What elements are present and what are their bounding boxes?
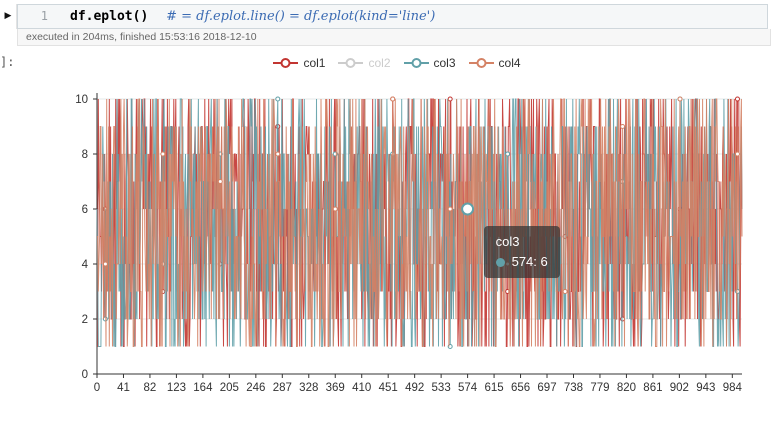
x-tick-label: 943 [696, 382, 715, 394]
x-tick-label: 738 [564, 382, 583, 394]
y-tick-label: 4 [82, 259, 89, 271]
chart-legend: col1 col2 col3 col4 [22, 51, 771, 75]
x-tick-label: 615 [484, 382, 503, 394]
series-symbol-col4 [562, 289, 568, 294]
code-comment: # = df.eplot.line() = df.eplot(kind='lin… [166, 9, 436, 24]
series-symbol-col4 [160, 151, 166, 157]
legend-line-circle-icon [273, 58, 299, 68]
legend-item-col2[interactable]: col2 [337, 56, 391, 70]
y-tick-label: 2 [82, 314, 88, 326]
x-tick-label: 533 [432, 382, 451, 394]
y-tick-label: 6 [82, 204, 88, 216]
output-area: ]: col1 col2 col3 col4 0 2 4 6 8 10 0 41 82 123 164 20… [0, 51, 771, 402]
x-tick-label: 287 [273, 382, 292, 394]
x-tick-label: 984 [723, 382, 743, 394]
series-symbol-col4 [390, 96, 396, 102]
legend-line-circle-icon [468, 58, 494, 68]
series-symbol-col4 [275, 151, 281, 157]
chart-container[interactable]: 0 2 4 6 8 10 0 41 82 123 164 205 246 287 328 369 410 451 4… [22, 79, 771, 402]
series-symbol-col4 [102, 261, 108, 267]
jupyter-notebook-page: ▶ 1 df.eplot() # = df.eplot.line() = df.… [0, 4, 771, 402]
code-cell-row: ▶ 1 df.eplot() # = df.eplot.line() = df.… [0, 4, 768, 29]
output-prompt: ]: [0, 55, 15, 69]
series-symbol-col4 [447, 206, 453, 212]
series-symbol-col1 [734, 96, 740, 102]
x-tick-label: 492 [405, 382, 424, 394]
x-tick-label: 41 [117, 382, 130, 394]
x-tick-label: 697 [537, 382, 556, 394]
series-symbol-col3 [275, 96, 281, 102]
series-line-col4 [97, 98, 743, 347]
output-content: col1 col2 col3 col4 0 2 4 6 8 10 0 41 82 123 164 205 24… [22, 51, 771, 402]
series-symbol-col1 [447, 96, 453, 102]
series-symbol-col4 [505, 261, 511, 267]
legend-label: col4 [498, 56, 521, 70]
series-symbol-col4 [217, 179, 223, 184]
legend-item-col3[interactable]: col3 [403, 56, 456, 70]
code-expression: df.eplot() [70, 9, 149, 24]
x-tick-label: 369 [326, 382, 345, 394]
code-cell[interactable]: 1 df.eplot() # = df.eplot.line() = df.ep… [17, 4, 768, 29]
x-tick-label: 574 [458, 382, 478, 394]
series-symbol-col4 [677, 96, 683, 102]
x-tick-label: 451 [379, 382, 398, 394]
legend-line-circle-icon [403, 58, 429, 68]
x-tick-label: 205 [220, 382, 239, 394]
series-symbol-col4 [620, 124, 626, 129]
x-tick-label: 902 [670, 382, 689, 394]
hover-emphasis-point [461, 202, 475, 216]
legend-label: col3 [433, 56, 456, 70]
x-tick-label: 820 [617, 382, 636, 394]
legend-item-col1[interactable]: col1 [272, 56, 325, 70]
legend-label: col1 [303, 56, 326, 70]
series-symbol-col4 [734, 151, 740, 157]
x-tick-label: 246 [246, 382, 265, 394]
execution-status: executed in 204ms, finished 15:53:16 201… [17, 29, 771, 46]
run-cell-icon[interactable]: ▶ [0, 4, 17, 29]
x-tick-label: 779 [590, 382, 609, 394]
x-tick-label: 656 [511, 382, 530, 394]
y-tick-label: 10 [75, 94, 88, 106]
x-tick-label: 164 [193, 382, 213, 394]
x-tick-label: 0 [94, 382, 100, 394]
series-symbol-col4 [332, 206, 338, 212]
x-tick-label: 82 [144, 382, 157, 394]
y-tick-label: 0 [82, 369, 88, 381]
y-tick-label: 8 [82, 149, 88, 161]
line-number: 1 [40, 9, 48, 23]
play-icon: ▶ [4, 10, 12, 20]
legend-item-col4[interactable]: col4 [468, 56, 521, 70]
legend-line-circle-icon [338, 58, 364, 68]
code-text: df.eplot() # = df.eplot.line() = df.eplo… [70, 9, 435, 24]
x-tick-label: 410 [352, 382, 371, 394]
legend-label: col2 [368, 56, 391, 70]
x-tick-label: 861 [643, 382, 662, 394]
x-tick-label: 123 [167, 382, 186, 394]
x-tick-label: 328 [299, 382, 318, 394]
